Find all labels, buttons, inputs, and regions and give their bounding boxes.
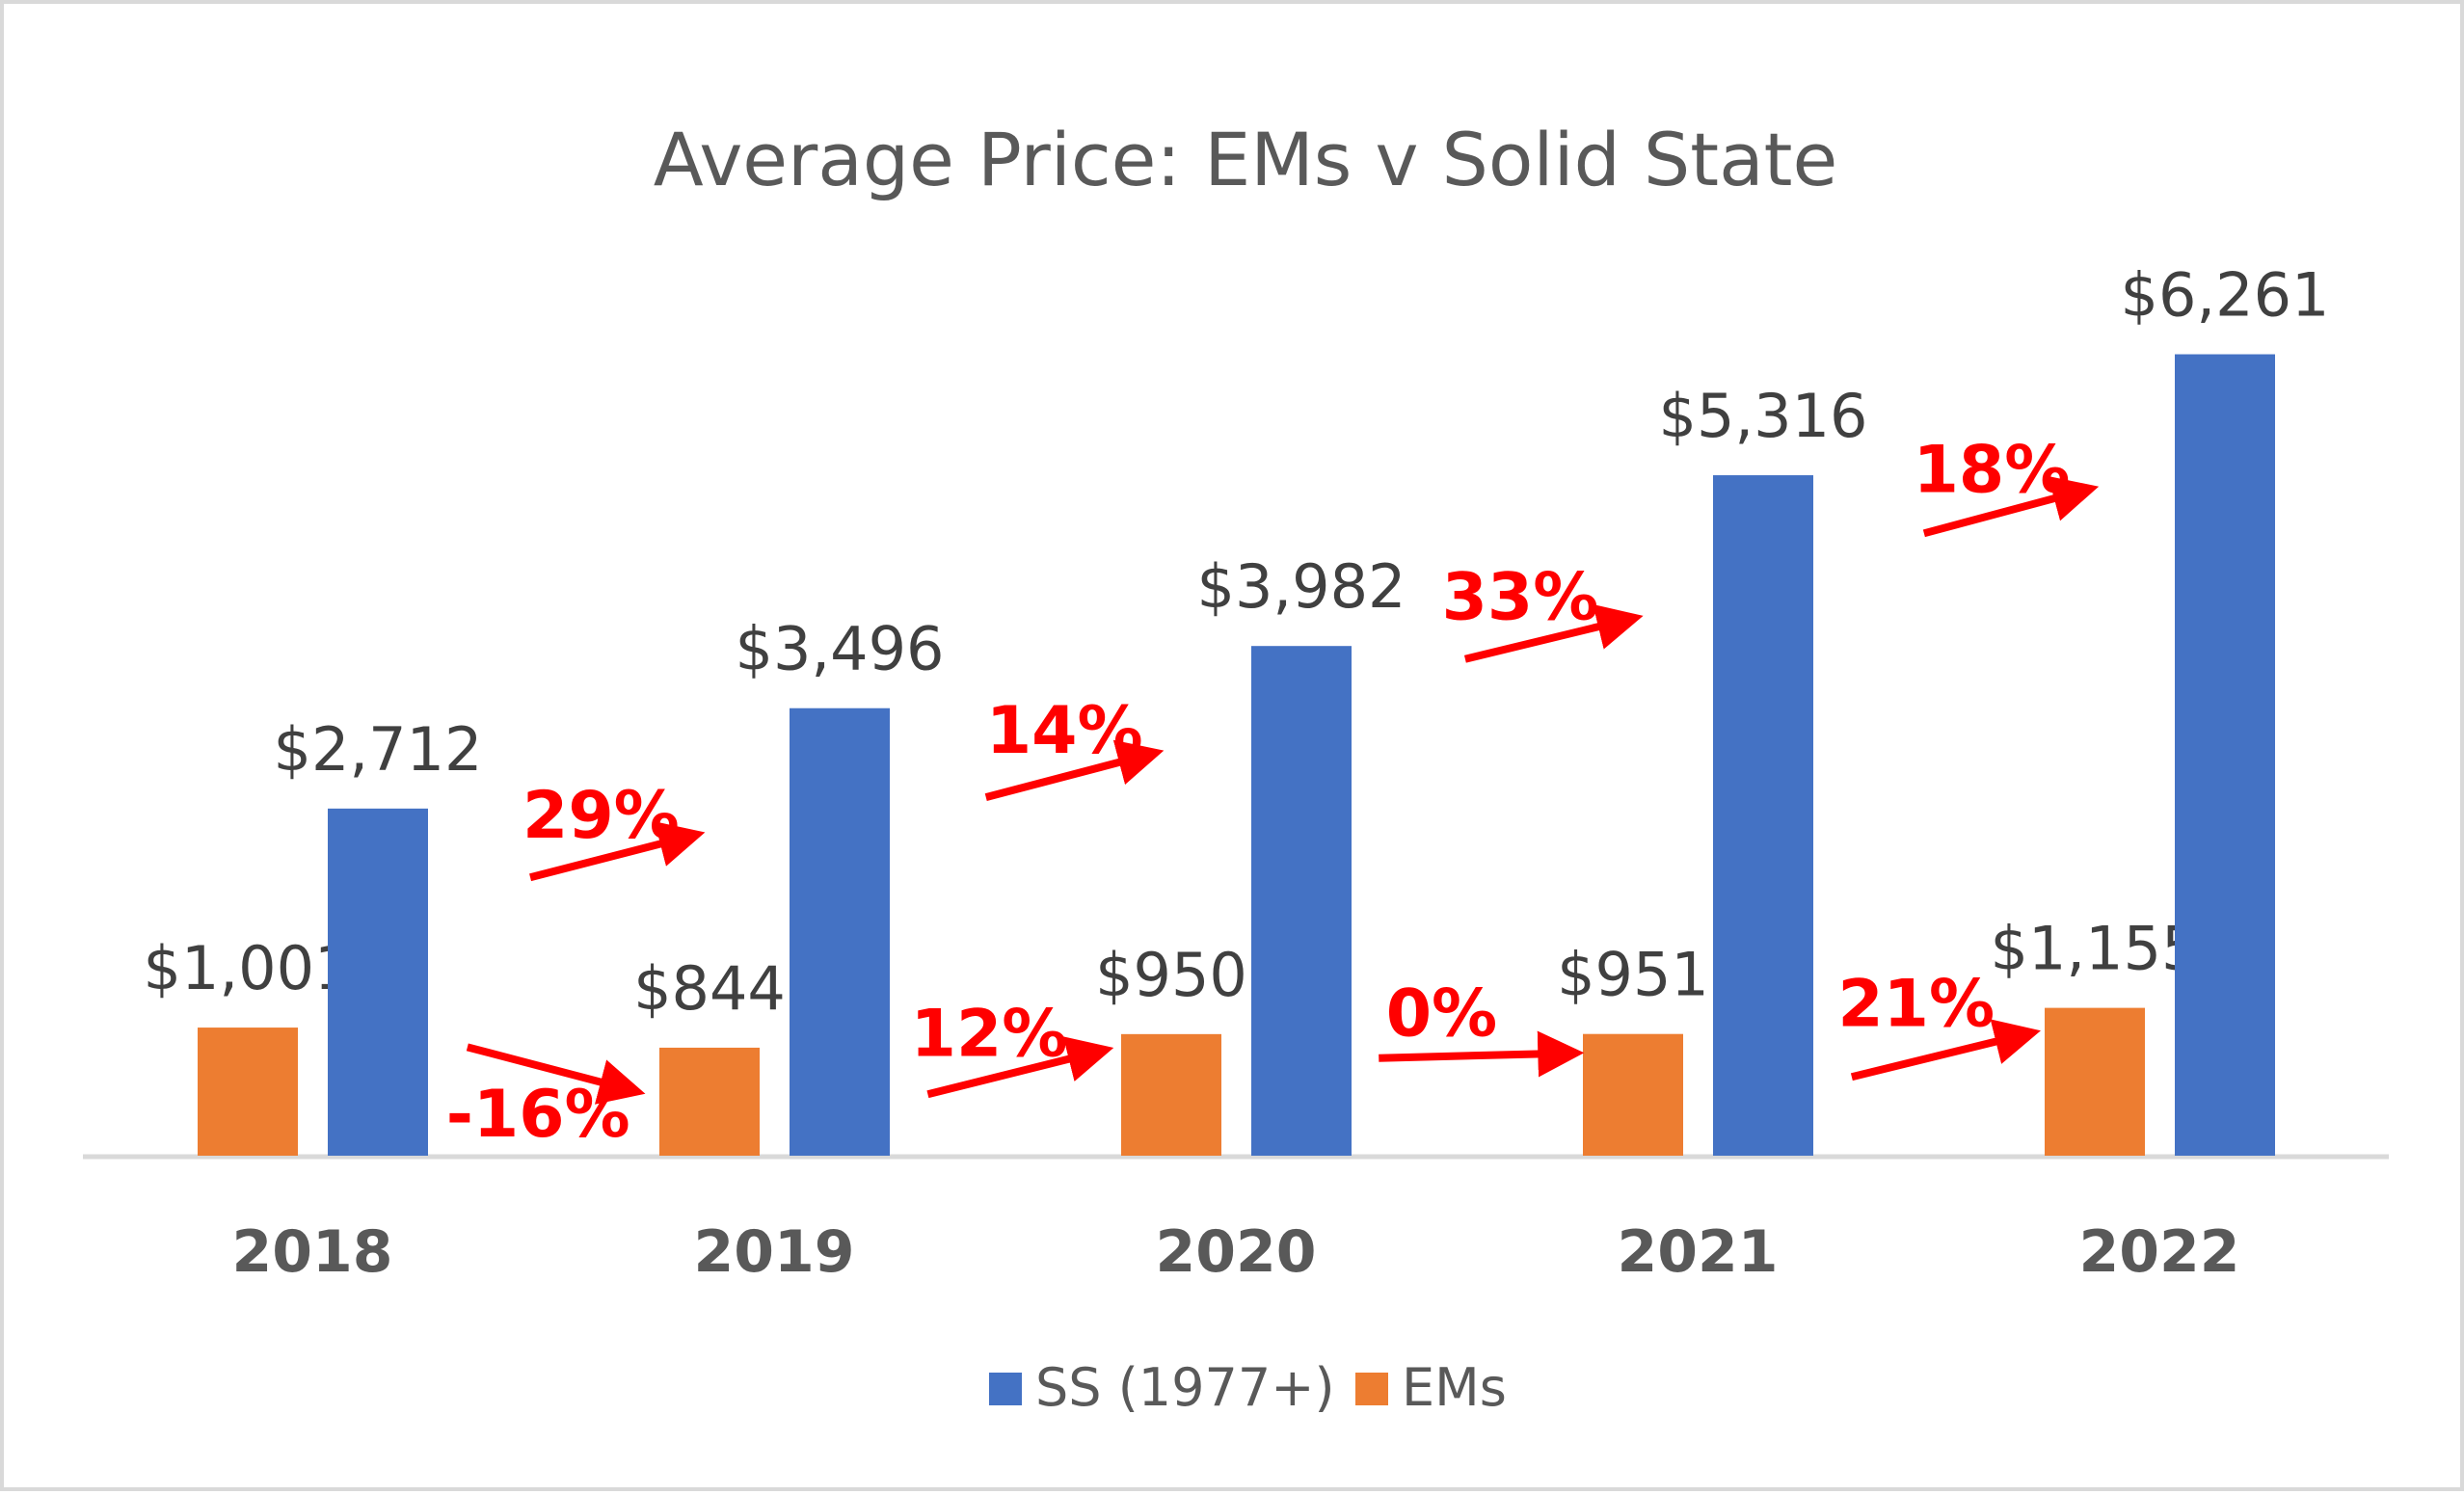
x-tick-label-2018: 2018 (232, 1218, 393, 1286)
legend-label-ss: SS (1977+) (1035, 1357, 1335, 1418)
data-label-ss-2019: $3,496 (736, 614, 945, 684)
ss-growth-label-1: 29% (522, 778, 680, 854)
ss-growth-label-3: 33% (1442, 560, 1599, 636)
bar-em-2019 (659, 1047, 760, 1156)
bar-em-2021 (1583, 1033, 1683, 1156)
x-tick-label-2020: 2020 (1156, 1218, 1317, 1286)
bar-ss-2019 (790, 707, 890, 1156)
data-label-em-2022: $1,155 (1991, 914, 2200, 984)
legend: SS (1977+) EMs (989, 1357, 1507, 1418)
bar-chart: Average Price: EMs v Solid State $1,001 $… (83, 117, 2389, 1418)
data-label-ss-2020: $3,982 (1197, 551, 1406, 622)
data-label-ss-2021: $5,316 (1659, 381, 1868, 451)
em-growth-arrow-2 (926, 1036, 1114, 1099)
legend-swatch-em (1355, 1373, 1388, 1405)
ss-growth-arrow-4 (1922, 475, 2100, 538)
bar-em-2020 (1121, 1033, 1221, 1156)
legend-swatch-ss (989, 1373, 1022, 1405)
bar-ss-2020 (1251, 646, 1352, 1156)
x-tick-label-2019: 2019 (694, 1218, 855, 1286)
data-label-em-2021: $951 (1557, 940, 1709, 1010)
data-label-em-2019: $844 (633, 953, 786, 1024)
ss-growth-arrow-3 (1463, 603, 1644, 663)
em-growth-arrow-4 (1850, 1019, 2041, 1081)
ss-growth-label-4: 18% (1914, 432, 2071, 508)
x-tick-label-2021: 2021 (1618, 1218, 1779, 1286)
em-growth-arrow-3 (1379, 1030, 1585, 1078)
bar-em-2022 (2045, 1007, 2145, 1156)
data-label-em-2018: $1,001 (144, 933, 353, 1003)
ss-growth-arrow-1 (529, 821, 706, 882)
legend-label-em: EMs (1402, 1357, 1507, 1418)
em-growth-label-4: 21% (1837, 967, 1995, 1043)
em-growth-label-1: -16% (446, 1077, 630, 1153)
data-label-ss-2018: $2,712 (274, 714, 483, 785)
data-label-em-2020: $950 (1095, 940, 1247, 1010)
ss-growth-arrow-2 (984, 739, 1165, 802)
x-tick-label-2022: 2022 (2079, 1218, 2240, 1286)
ss-growth-label-2: 14% (986, 693, 1143, 769)
bar-ss-2018 (328, 808, 428, 1156)
bar-em-2018 (198, 1028, 298, 1156)
em-growth-label-2: 12% (911, 997, 1068, 1073)
chart-title: Average Price: EMs v Solid State (654, 117, 1837, 202)
em-growth-arrow-1 (466, 1043, 646, 1105)
em-growth-label-3: 0% (1386, 975, 1497, 1052)
data-label-ss-2022: $6,261 (2121, 260, 2330, 331)
bar-ss-2022 (2175, 354, 2275, 1157)
bar-ss-2021 (1713, 475, 1813, 1157)
